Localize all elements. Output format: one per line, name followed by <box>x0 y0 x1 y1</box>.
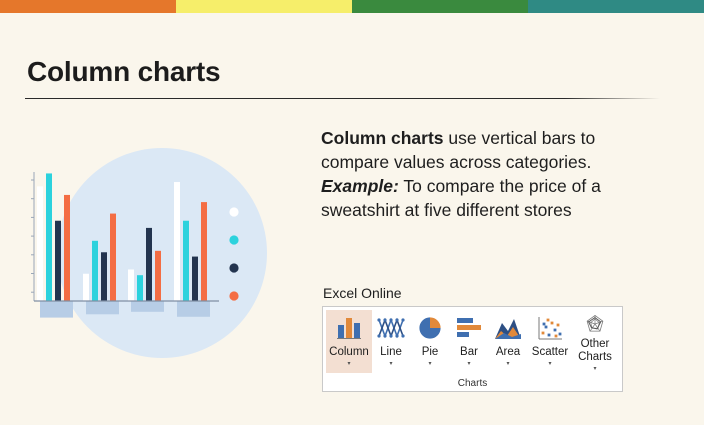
ribbon-item-label: Other Charts <box>578 338 612 363</box>
example-label: Example: <box>321 176 399 196</box>
bar-s2-c1 <box>46 173 52 301</box>
bar-s4-c1 <box>64 194 70 301</box>
ribbon-item-area[interactable]: Area ▾ <box>488 310 528 373</box>
base-block-2 <box>86 301 119 315</box>
radar-chart-icon <box>586 314 604 332</box>
bar-s4-c4 <box>201 202 207 301</box>
ribbon-item-other-charts[interactable]: Other Charts ▾ <box>572 310 618 373</box>
line-chart-icon <box>377 317 405 339</box>
charts-ribbon: Column ▾ Line ▾ Pie ▾ Bar ▾ Area ▾ Scatter ▾ Other C… <box>322 306 623 392</box>
title-divider <box>25 98 660 99</box>
pie-chart-icon <box>418 316 442 340</box>
description-term: Column charts <box>321 128 444 148</box>
ribbon-item-bar[interactable]: Bar ▾ <box>450 310 488 373</box>
bar-s1-c3 <box>128 269 134 301</box>
base-block-4 <box>177 301 210 317</box>
ribbon-item-pie[interactable]: Pie ▾ <box>410 310 450 373</box>
ribbon-item-label: Scatter <box>531 346 569 358</box>
chevron-down-icon[interactable]: ▾ <box>593 366 597 372</box>
base-block-3 <box>131 301 164 312</box>
bar-s4-c2 <box>110 213 116 301</box>
bar-s3-c4 <box>192 256 198 301</box>
legend-dot-2 <box>229 235 239 245</box>
column-chart-illustration <box>31 148 267 358</box>
ribbon-item-label: Bar <box>460 346 478 358</box>
legend-dot-4 <box>229 291 239 301</box>
ribbon-item-scatter[interactable]: Scatter ▾ <box>528 310 572 373</box>
illustration-circle <box>57 148 267 358</box>
ribbon-items: Column ▾ Line ▾ Pie ▾ Bar ▾ Area ▾ Scatter ▾ Other C… <box>326 310 618 373</box>
bar-s1-c1 <box>37 186 43 301</box>
column-chart-icon <box>337 318 361 339</box>
chevron-down-icon[interactable]: ▾ <box>467 361 471 367</box>
bar-s3-c3 <box>146 227 152 301</box>
legend-dot-3 <box>229 263 239 273</box>
chevron-down-icon[interactable]: ▾ <box>506 361 510 367</box>
ribbon-item-label: Area <box>495 346 521 358</box>
legend-dot-1 <box>229 207 239 217</box>
bar-s1-c2 <box>83 273 89 301</box>
bar-s1-c4 <box>174 182 180 301</box>
description-text: use vertical bars to compare values acro… <box>321 128 596 172</box>
bar-s3-c1 <box>55 220 61 301</box>
bar-s2-c3 <box>137 275 143 301</box>
chevron-down-icon[interactable]: ▾ <box>428 361 432 367</box>
excel-online-label: Excel Online <box>323 285 402 301</box>
area-chart-icon <box>495 319 521 339</box>
chevron-down-icon[interactable]: ▾ <box>548 361 552 367</box>
bar-s2-c4 <box>183 220 189 301</box>
top-color-segment-yellow <box>176 0 352 13</box>
ribbon-item-label: Pie <box>421 346 439 358</box>
top-color-segment-orange <box>0 0 176 13</box>
top-color-bar <box>0 0 704 13</box>
chevron-down-icon[interactable]: ▾ <box>347 361 351 367</box>
top-color-segment-green <box>352 0 528 13</box>
base-block-1 <box>40 301 73 318</box>
bar-chart-icon <box>457 318 481 337</box>
scatter-chart-icon <box>538 317 562 340</box>
ribbon-group-label: Charts <box>457 378 488 389</box>
chevron-down-icon[interactable]: ▾ <box>389 361 393 367</box>
bar-s2-c2 <box>92 240 98 301</box>
top-color-segment-teal <box>528 0 704 13</box>
bar-s3-c2 <box>101 252 107 301</box>
description: Column charts use vertical bars to compa… <box>321 126 641 222</box>
ribbon-item-label: Line <box>380 346 402 358</box>
example-text: To compare the price of a sweatshirt at … <box>321 176 601 220</box>
ribbon-item-line[interactable]: Line ▾ <box>372 310 410 373</box>
bar-s4-c3 <box>155 250 161 301</box>
ribbon-item-column[interactable]: Column ▾ <box>326 310 372 373</box>
page-title: Column charts <box>27 56 221 87</box>
ribbon-item-label: Column <box>329 346 369 358</box>
